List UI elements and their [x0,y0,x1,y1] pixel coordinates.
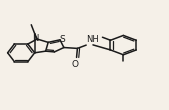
Text: NH: NH [87,35,99,44]
Text: O: O [71,60,78,69]
Text: S: S [59,35,65,44]
Text: N: N [32,34,38,43]
